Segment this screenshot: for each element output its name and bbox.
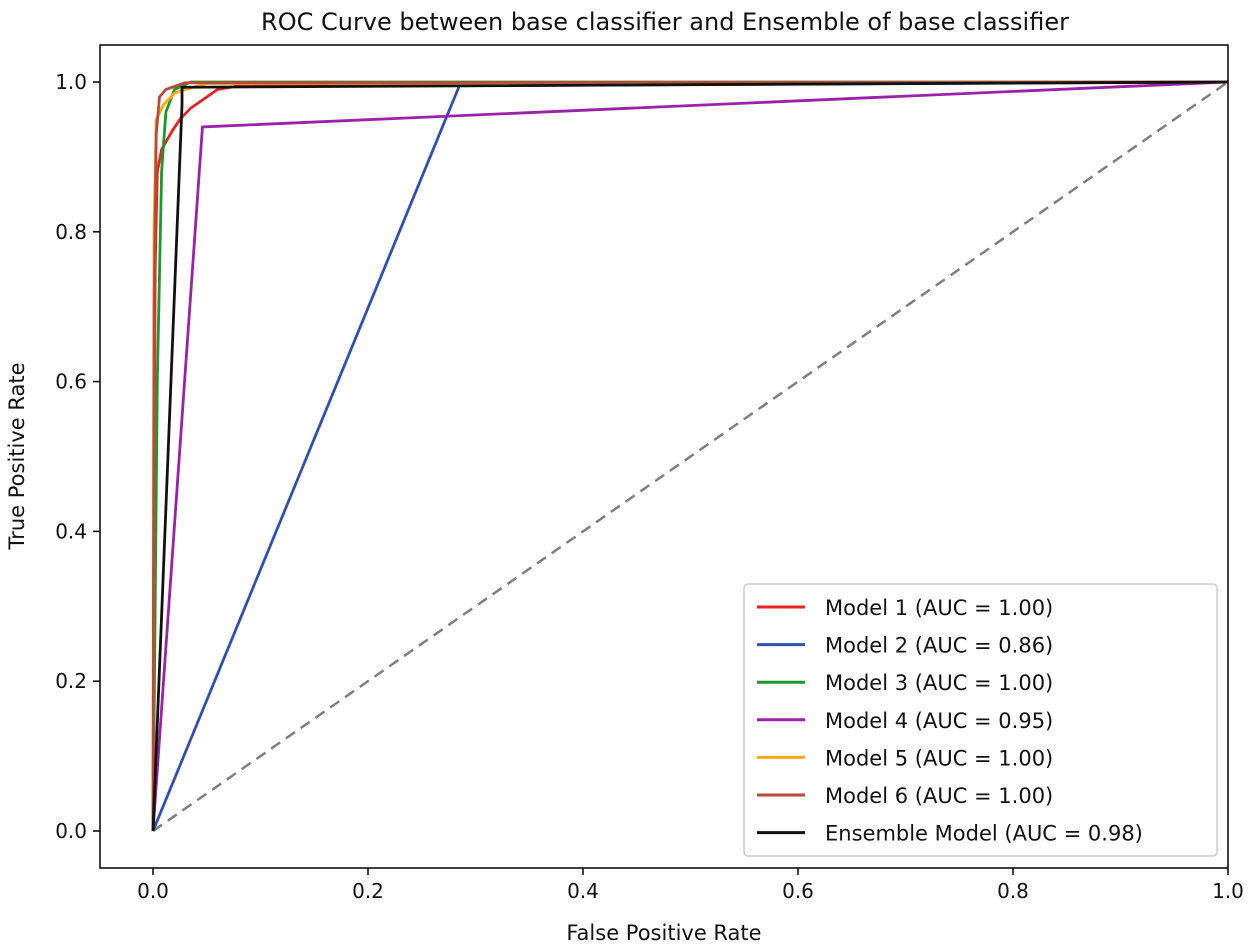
series-line-4	[151, 80, 1228, 832]
y-tick-label: 0.6	[55, 370, 87, 394]
legend-label-5: Model 5 (AUC = 1.00)	[825, 746, 1053, 770]
x-tick-label: 0.0	[137, 879, 169, 903]
x-tick-label: 0.6	[782, 879, 814, 903]
axis-ticks: 0.0 0.2 0.4 0.6 0.8 1.0 0.0 0.2 0.4 0.6 0.8 1.0	[55, 70, 1244, 903]
y-tick-label: 0.2	[55, 669, 87, 693]
chart-title: ROC Curve between base classifier and En…	[261, 8, 1069, 36]
series-line-7	[151, 80, 1228, 832]
y-tick-label: 1.0	[55, 70, 87, 94]
legend-items: Model 1 (AUC = 1.00) Model 2 (AUC = 0.86)…	[757, 596, 1143, 846]
y-tick-label: 0.4	[55, 519, 87, 543]
legend-label-6: Model 6 (AUC = 1.00)	[825, 784, 1053, 808]
x-tick-label: 0.2	[352, 879, 384, 903]
y-tick-label: 0.0	[55, 819, 87, 843]
x-tick-label: 1.0	[1212, 879, 1244, 903]
plot-frame	[99, 44, 1229, 869]
legend-box	[743, 583, 1218, 857]
y-tick-label: 0.8	[55, 220, 87, 244]
legend: Model 1 (AUC = 1.00) Model 2 (AUC = 0.86)…	[743, 583, 1218, 857]
legend-label-3: Model 3 (AUC = 1.00)	[825, 671, 1053, 695]
legend-label-4: Model 4 (AUC = 0.95)	[825, 709, 1053, 733]
legend-label-1: Model 1 (AUC = 1.00)	[825, 596, 1053, 620]
y-axis-title: True Positive Rate	[5, 362, 29, 550]
reference-diagonal-line	[152, 80, 1228, 833]
plot-area	[151, 80, 1228, 833]
x-axis-title: False Positive Rate	[566, 921, 761, 945]
x-tick-label: 0.8	[997, 879, 1029, 903]
x-tick-label: 0.4	[567, 879, 599, 903]
legend-label-2: Model 2 (AUC = 0.86)	[825, 634, 1053, 658]
legend-label-7: Ensemble Model (AUC = 0.98)	[825, 822, 1143, 846]
series-line-6	[151, 80, 1228, 832]
